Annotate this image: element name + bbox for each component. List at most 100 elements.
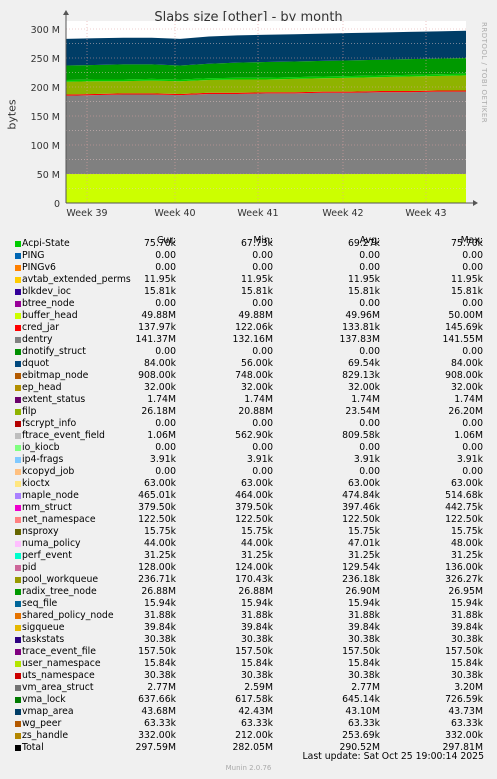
legend-value-max: 514.68k [445, 490, 483, 501]
y-tick-label: 0 [54, 199, 60, 210]
legend-value-avg: 39.84k [348, 622, 380, 633]
legend-value-max: 136.00k [445, 562, 483, 573]
area-buffer-head [66, 174, 466, 203]
legend-value-min: 49.88M [238, 310, 273, 321]
legend-value-max: 0.00 [462, 298, 483, 309]
legend-swatch [15, 709, 21, 715]
legend-value-max: 1.06M [454, 430, 483, 441]
legend-value-avg: 0.00 [359, 250, 380, 261]
legend-value-min: 122.06k [235, 322, 273, 333]
legend-swatch [15, 289, 21, 295]
legend-value-min: 32.00k [241, 382, 273, 393]
legend-value-avg: 236.18k [342, 574, 380, 585]
legend-series-name: nsproxy [22, 526, 59, 537]
legend-swatch [15, 565, 21, 571]
legend-value-avg: 157.50k [342, 646, 380, 657]
legend-value-cur: 30.38k [144, 670, 176, 681]
legend-series-name: uts_namespace [22, 670, 95, 681]
legend-row: net_namespace 122.50k 122.50k 122.50k 122.50… [0, 514, 497, 526]
legend-swatch [15, 421, 21, 427]
legend-value-avg: 15.81k [348, 286, 380, 297]
legend-value-max: 30.38k [451, 670, 483, 681]
legend-swatch [15, 637, 21, 643]
legend-value-avg: 0.00 [359, 418, 380, 429]
legend-value-min: 11.95k [241, 274, 273, 285]
legend-value-avg: 645.14k [342, 694, 380, 705]
legend-value-max: 0.00 [462, 250, 483, 261]
legend-value-cur: 137.97k [138, 322, 176, 333]
x-tick-label: Week 40 [154, 208, 195, 219]
legend-value-min: 15.94k [241, 598, 273, 609]
legend-value-cur: 15.75k [144, 526, 176, 537]
x-tick-label: Week 41 [237, 208, 278, 219]
legend-value-max: 30.38k [451, 634, 483, 645]
legend-value-avg: 2.77M [351, 682, 380, 693]
legend-value-cur: 49.88M [141, 310, 176, 321]
legend-swatch [15, 301, 21, 307]
legend-value-cur: 32.00k [144, 382, 176, 393]
area-cred-jar [66, 90, 466, 96]
legend-row: ebitmap_node 908.00k 748.00k 829.13k 908.00k [0, 370, 497, 382]
legend-value-max: 3.91k [456, 454, 483, 465]
legend-value-min: 15.75k [241, 526, 273, 537]
legend-value-max: 15.75k [451, 526, 483, 537]
legend-swatch [15, 493, 21, 499]
legend-value-cur: 63.00k [144, 478, 176, 489]
legend-value-min: 170.43k [235, 574, 273, 585]
legend-value-min: 157.50k [235, 646, 273, 657]
legend-value-avg: 0.00 [359, 262, 380, 273]
legend-value-avg: 3.91k [353, 454, 380, 465]
legend-value-avg: 253.69k [342, 730, 380, 741]
legend-value-max: 48.00k [451, 538, 483, 549]
legend-swatch [15, 649, 21, 655]
legend-value-cur: 26.88M [141, 586, 176, 597]
legend-value-cur: 3.91k [149, 454, 176, 465]
legend-series-name: filp [22, 406, 37, 417]
legend-row: blkdev_ioc 15.81k 15.81k 15.81k 15.81k [0, 286, 497, 298]
legend-swatch [15, 721, 21, 727]
area-vmap-area [66, 30, 466, 66]
legend-row: filp 26.18M 20.88M 23.54M 26.20M [0, 406, 497, 418]
legend-swatch [15, 517, 21, 523]
legend-series-name: PINGv6 [22, 262, 56, 273]
legend-row: dentry 141.37M 132.16M 137.83M 141.55M [0, 334, 497, 346]
legend-row: avtab_extended_perms 11.95k 11.95k 11.95k 11… [0, 274, 497, 286]
y-tick-label: 50 M [37, 170, 60, 181]
legend-value-cur: 0.00 [155, 466, 176, 477]
legend-value-avg: 129.54k [342, 562, 380, 573]
legend-value-cur: 44.00k [144, 538, 176, 549]
legend-row: uts_namespace 30.38k 30.38k 30.38k 30.38k [0, 670, 497, 682]
legend-row: PINGv6 0.00 0.00 0.00 0.00 [0, 262, 497, 274]
last-update: Last update: Sat Oct 25 19:00:14 2025 [302, 751, 484, 762]
legend-series-name: ip4-frags [22, 454, 64, 465]
legend-value-avg: 15.94k [348, 598, 380, 609]
legend-series-name: sigqueue [22, 622, 65, 633]
legend-value-cur: 379.50k [138, 502, 176, 513]
legend-series-name: btree_node [22, 298, 75, 309]
legend-value-avg: 15.84k [348, 658, 380, 669]
legend-row: ip4-frags 3.91k 3.91k 3.91k 3.91k [0, 454, 497, 466]
legend-swatch [15, 253, 21, 259]
legend-swatch [15, 625, 21, 631]
legend-series-name: dquot [22, 358, 50, 369]
legend-series-name: kioctx [22, 478, 50, 489]
legend-value-max: 908.00k [445, 370, 483, 381]
legend-value-cur: 332.00k [138, 730, 176, 741]
legend-value-avg: 49.96M [345, 310, 380, 321]
legend-value-max: 63.33k [451, 718, 483, 729]
legend-header-avg: Avg: [359, 235, 380, 246]
legend-value-avg: 474.84k [342, 490, 380, 501]
legend-series-name: seq_file [22, 598, 58, 609]
legend-series-name: pool_workqueue [22, 574, 99, 585]
legend-value-min: 0.00 [252, 442, 273, 453]
legend-value-cur: 30.38k [144, 634, 176, 645]
legend-value-cur: 637.66k [138, 694, 176, 705]
legend-value-min: 31.25k [241, 550, 273, 561]
legend-value-avg: 69.27k [348, 238, 380, 249]
legend-value-max: 11.95k [451, 274, 483, 285]
legend-value-cur: 0.00 [155, 262, 176, 273]
legend-series-name: shared_policy_node [22, 610, 114, 621]
legend-series-name: buffer_head [22, 310, 78, 321]
legend-swatch [15, 457, 21, 463]
legend-value-avg: 11.95k [348, 274, 380, 285]
